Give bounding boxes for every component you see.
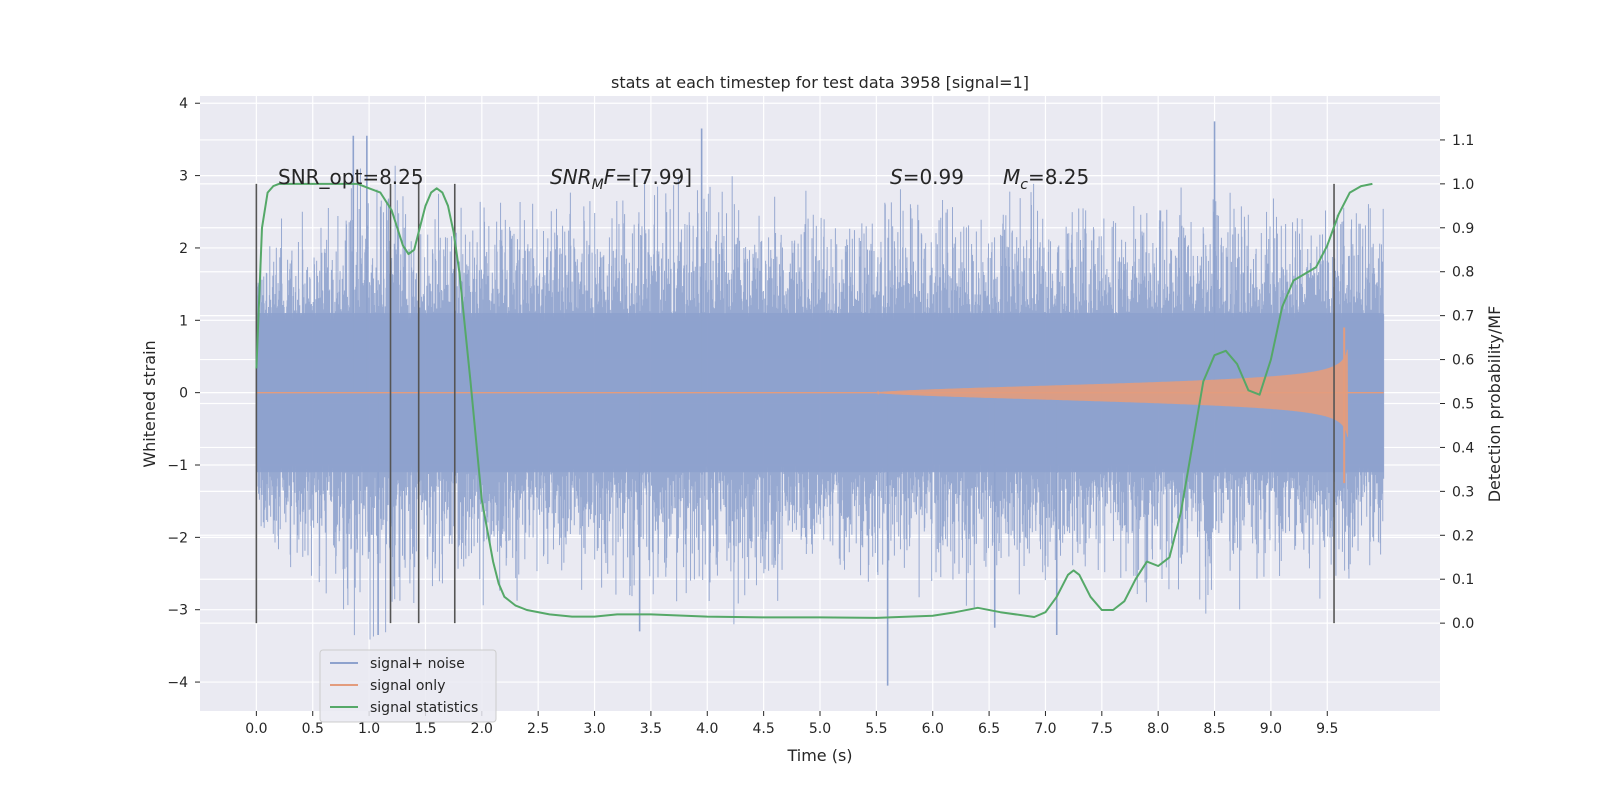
y-tick-label: −2 bbox=[167, 530, 188, 546]
x-tick-label: 7.0 bbox=[1034, 721, 1056, 737]
x-axis: 0.0 0.5 1.0 1.5 2.0 2.5 3.0 3.5 4.0 4.5 5.0 5.5 6.0 6… bbox=[245, 711, 1338, 737]
y2-tick-label: 0.4 bbox=[1452, 440, 1474, 456]
x-tick-label: 0.0 bbox=[245, 721, 267, 737]
x-tick-label: 7.5 bbox=[1091, 721, 1113, 737]
y-tick-label: 2 bbox=[179, 241, 188, 257]
x-tick-label: 4.5 bbox=[753, 721, 775, 737]
x-tick-label: 6.5 bbox=[978, 721, 1000, 737]
x-tick-label: 0.5 bbox=[302, 721, 324, 737]
x-tick-label: 5.0 bbox=[809, 721, 831, 737]
y2-tick-label: 0.7 bbox=[1452, 309, 1474, 325]
x-tick-label: 3.0 bbox=[583, 721, 605, 737]
y-axis-left: 4 3 2 1 0 −1 −2 −3 −4 bbox=[167, 96, 200, 691]
annotation-snr-opt: SNR_opt=8.25 bbox=[278, 165, 424, 189]
y-tick-label: −3 bbox=[167, 603, 188, 619]
event-markers bbox=[255, 183, 1335, 624]
y2-tick-label: 0.9 bbox=[1452, 221, 1474, 237]
y-tick-label: 1 bbox=[179, 313, 188, 329]
x-tick-label: 2.0 bbox=[471, 721, 493, 737]
legend-box bbox=[319, 649, 497, 723]
series-signal-statistics bbox=[255, 182, 1373, 619]
annotation-s-symbol: S bbox=[890, 165, 903, 189]
annotation-snr-mf-value: =[7.99] bbox=[615, 165, 692, 189]
y2-tick-label: 0.6 bbox=[1452, 353, 1474, 369]
y2-tick-label: 0.2 bbox=[1452, 528, 1474, 544]
legend: signal+ noise signal only signal statist… bbox=[319, 649, 497, 723]
chart-title: stats at each timestep for test data 395… bbox=[611, 73, 1029, 92]
annotation-snr-mf-tail-italic: F bbox=[604, 165, 616, 189]
x-tick-label: 4.0 bbox=[696, 721, 718, 737]
annotation-s: S=0.99 bbox=[890, 165, 964, 189]
annotation-mc-symbol: M bbox=[1003, 165, 1020, 189]
y2-tick-label: 0.0 bbox=[1452, 616, 1474, 632]
x-tick-label: 9.0 bbox=[1260, 721, 1282, 737]
x-axis-label: Time (s) bbox=[786, 746, 852, 765]
annotation-s-value: =0.99 bbox=[903, 165, 964, 189]
y2-tick-label: 1.0 bbox=[1452, 177, 1474, 193]
annotation-snr-mf: SNRMF=[7.99] bbox=[550, 165, 692, 193]
annotation-snr-mf-main: SNR bbox=[550, 165, 592, 189]
x-tick-label: 8.0 bbox=[1147, 721, 1169, 737]
y-tick-label: 4 bbox=[179, 96, 188, 112]
x-tick-label: 2.5 bbox=[527, 721, 549, 737]
annotation-mc: Mc=8.25 bbox=[1003, 165, 1089, 193]
y-tick-label: −4 bbox=[167, 675, 188, 691]
legend-label-signal-plus-noise: signal+ noise bbox=[370, 656, 465, 672]
x-tick-label: 6.0 bbox=[922, 721, 944, 737]
y2-tick-label: 0.5 bbox=[1452, 397, 1474, 413]
signal-chirp bbox=[876, 349, 1349, 437]
x-tick-label: 1.0 bbox=[358, 721, 380, 737]
annotation-snr-mf-subscript: M bbox=[592, 177, 604, 193]
y2-tick-label: 1.1 bbox=[1452, 133, 1474, 149]
y2-tick-label: 0.1 bbox=[1452, 572, 1474, 588]
annotation-mc-subscript: c bbox=[1020, 177, 1028, 193]
y-tick-label: −1 bbox=[167, 458, 188, 474]
x-tick-label: 8.5 bbox=[1203, 721, 1225, 737]
y-axis-label: Whitened strain bbox=[140, 340, 159, 467]
statistics-line bbox=[255, 182, 1373, 619]
y-tick-label: 3 bbox=[179, 169, 188, 185]
annotation-mc-value: =8.25 bbox=[1028, 165, 1089, 189]
y-tick-label: 0 bbox=[179, 386, 188, 402]
legend-label-signal-only: signal only bbox=[370, 678, 445, 694]
x-tick-label: 5.5 bbox=[865, 721, 887, 737]
legend-label-signal-statistics: signal statistics bbox=[370, 700, 478, 716]
x-tick-label: 3.5 bbox=[640, 721, 662, 737]
y2-axis-label: Detection probability/MF bbox=[1485, 306, 1504, 503]
x-tick-label: 1.5 bbox=[414, 721, 436, 737]
series-signal-only bbox=[256, 327, 1384, 484]
y2-tick-label: 0.8 bbox=[1452, 265, 1474, 281]
y-axis-right: 1.1 1.0 0.9 0.8 0.7 0.6 0.5 0.4 0.3 0.2 0.1 0.0 bbox=[1440, 133, 1474, 632]
x-tick-label: 9.5 bbox=[1316, 721, 1338, 737]
y2-tick-label: 0.3 bbox=[1452, 484, 1474, 500]
